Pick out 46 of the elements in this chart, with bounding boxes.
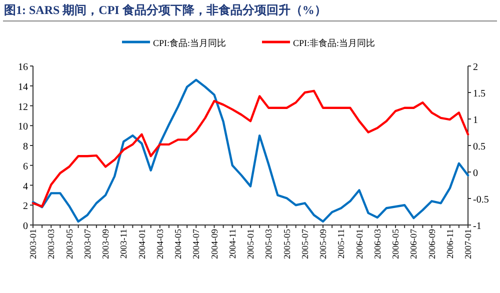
y2-tick-label: -1 xyxy=(473,221,482,232)
x-tick-label: 2006-01 xyxy=(354,229,364,259)
y2-tick-label: -0.5 xyxy=(473,194,489,206)
x-tick-label: 2006-03 xyxy=(372,228,382,259)
x-tick-label: 2005-09 xyxy=(318,228,328,259)
x-tick-label: 2005-11 xyxy=(336,229,346,259)
x-tick-label: 2007-01 xyxy=(463,229,473,259)
x-tick-label: 2006-05 xyxy=(390,228,400,259)
x-tick-label: 2005-05 xyxy=(282,228,292,259)
y-tick-label: 10 xyxy=(18,122,28,133)
x-tick-label: 2004-07 xyxy=(191,228,202,259)
y2-tick-label: 1.5 xyxy=(473,88,486,100)
x-tick-label: 2004-03 xyxy=(154,228,165,259)
x-tick-label: 2004-01 xyxy=(136,229,147,259)
chart-title: 图1: SARS 期间，CPI 食品分项下降，非食品分项回升（%） xyxy=(4,3,326,17)
y-tick-label: 4 xyxy=(23,181,28,192)
x-tick-label: 2004-05 xyxy=(173,228,183,259)
y-tick-label: 14 xyxy=(18,82,28,93)
line-series xyxy=(32,90,470,208)
x-tick-label: 2006-09 xyxy=(426,228,437,259)
y2-tick-label: 1 xyxy=(473,115,478,126)
x-tick-label: 2006-11 xyxy=(444,229,455,259)
y2-tick-label: 2 xyxy=(473,62,478,73)
y-tick-label: 2 xyxy=(23,201,28,212)
y-tick-label: 0 xyxy=(23,221,28,232)
line-series xyxy=(32,78,470,223)
x-tick-label: 2005-07 xyxy=(300,228,310,259)
y-tick-label: 12 xyxy=(18,102,28,113)
x-tick-label: 2005-03 xyxy=(264,228,274,259)
y2-tick-label: 0.5 xyxy=(473,142,486,152)
y2-tick-label: 0 xyxy=(473,168,478,179)
y-tick-label: 8 xyxy=(23,142,28,152)
x-tick-label: 2005-01 xyxy=(246,229,256,259)
y-tick-label: 6 xyxy=(23,161,28,172)
x-tick-label: 2004-11 xyxy=(227,229,238,259)
x-tick-label: 2003-07 xyxy=(82,228,92,259)
legend-label: CPI:食品:当月同比 xyxy=(153,38,226,48)
x-tick-label: 2003-09 xyxy=(100,228,110,259)
x-tick-label: 2003-05 xyxy=(64,228,74,259)
x-tick-label: 2003-03 xyxy=(46,228,56,259)
x-tick-label: 2003-11 xyxy=(118,229,129,259)
x-tick-label: 2006-07 xyxy=(408,228,419,259)
x-tick-label: 2004-09 xyxy=(209,228,220,259)
legend-label: CPI:非食品:当月同比 xyxy=(293,38,376,48)
x-tick-label: 2003-01 xyxy=(28,229,38,259)
y-tick-label: 16 xyxy=(18,62,28,73)
